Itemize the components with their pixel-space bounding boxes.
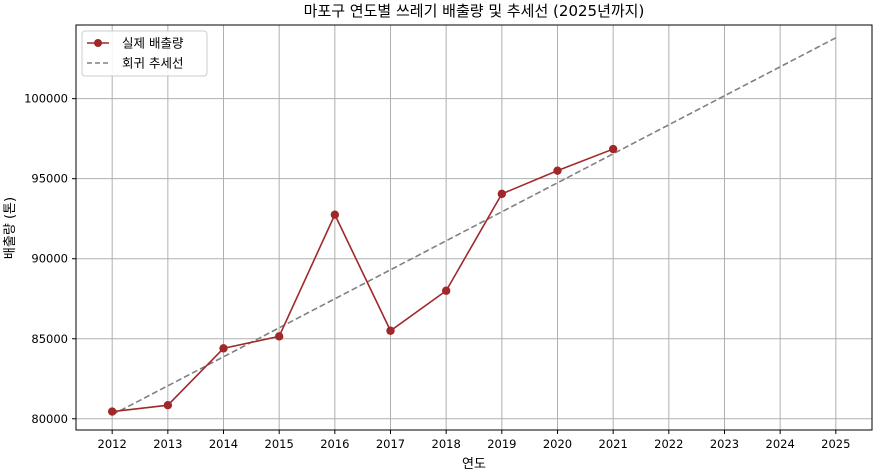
data-point: [330, 210, 340, 219]
data-point: [219, 344, 228, 353]
chart-title: 마포구 연도별 쓰레기 배출량 및 추세선 (2025년까지): [304, 2, 645, 20]
x-tick-label: 2017: [376, 437, 405, 451]
y-tick-label: 90000: [31, 252, 68, 266]
x-tick-label: 2013: [153, 437, 182, 451]
x-tick-label: 2015: [265, 437, 294, 451]
series-layer: [107, 37, 837, 416]
data-point: [553, 166, 562, 175]
data-point: [386, 326, 395, 335]
y-tick-label: 80000: [31, 412, 68, 426]
x-tick-label: 2019: [487, 437, 516, 451]
y-tick-label: 95000: [31, 172, 68, 186]
x-tick-label: 2018: [432, 437, 461, 451]
x-tick-label: 2023: [710, 437, 739, 451]
data-point: [497, 189, 507, 199]
series-line-trend: [111, 37, 837, 416]
series-line-actual: [112, 148, 614, 413]
data-point: [274, 332, 284, 341]
x-tick-label: 2025: [821, 437, 850, 451]
x-tick-label: 2024: [766, 437, 795, 451]
x-axis-label: 연도: [462, 457, 486, 472]
legend-marker-actual: [94, 39, 102, 47]
x-axis: 2012 2013 2014 2015 2016 2017 2018 2019 2020 2021…: [98, 430, 850, 451]
plot-frame: [75, 24, 873, 431]
legend-label-trend: 회귀 추세선: [122, 56, 183, 71]
y-axis: 80000 85000 90000 95000 100000: [24, 92, 76, 426]
x-tick-label: 2022: [654, 437, 683, 451]
data-point: [163, 400, 173, 410]
legend-label-actual: 실제 배출량: [122, 36, 184, 51]
data-point: [608, 144, 618, 154]
grid: [76, 25, 872, 430]
x-tick-label: 2020: [543, 437, 572, 451]
data-point: [107, 407, 117, 416]
legend-box: [81, 30, 208, 77]
data-point: [441, 286, 451, 295]
y-tick-label: 100000: [24, 92, 68, 106]
plot-area: [76, 25, 872, 430]
x-tick-label: 2016: [320, 437, 349, 451]
y-tick-label: 85000: [31, 332, 68, 346]
legend: 실제 배출량 회귀 추세선: [81, 30, 208, 77]
x-tick-label: 2014: [209, 437, 238, 451]
x-tick-label: 2012: [98, 437, 127, 451]
y-axis-label: 배출량 (톤): [3, 197, 18, 259]
x-tick-label: 2021: [599, 437, 628, 451]
